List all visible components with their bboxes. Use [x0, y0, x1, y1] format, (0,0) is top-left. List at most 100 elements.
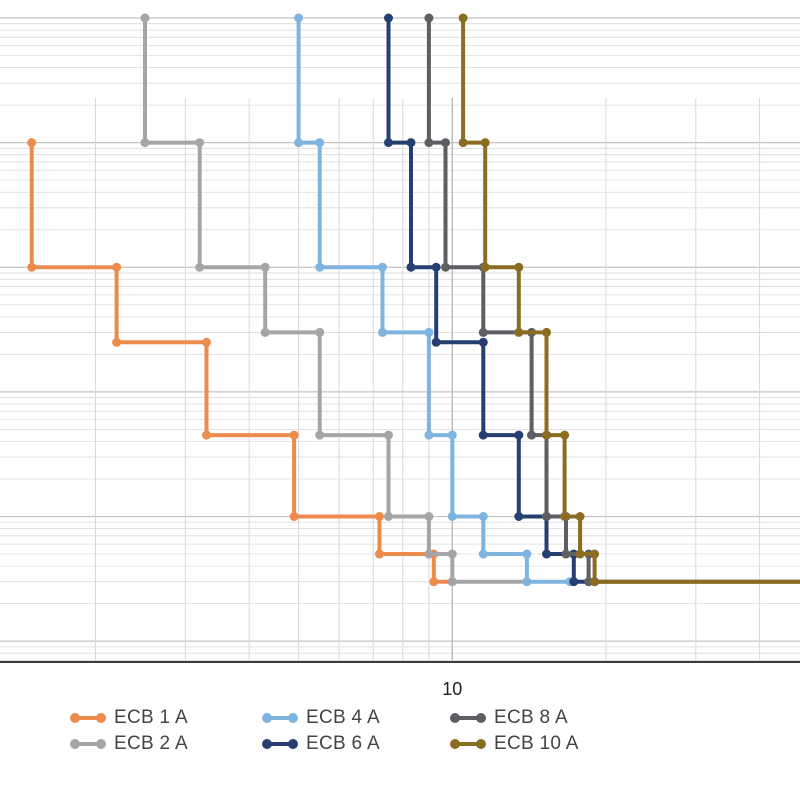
data-point	[514, 262, 524, 272]
data-point	[480, 262, 490, 272]
data-point	[315, 262, 325, 272]
legend-label: ECB 1 A	[114, 707, 188, 728]
data-point	[383, 430, 393, 440]
legend-item-ecb-6a: ECB 6 A	[262, 731, 380, 757]
data-point	[522, 577, 532, 587]
data-point	[542, 512, 552, 522]
data-point	[441, 262, 451, 272]
data-point	[315, 327, 325, 337]
legend-item-ecb-8a: ECB 8 A	[450, 705, 568, 731]
data-point	[424, 327, 434, 337]
series-line	[461, 16, 800, 584]
data-point	[441, 138, 451, 148]
data-point	[315, 138, 325, 148]
data-point	[202, 430, 212, 440]
series-ecb-10-a	[458, 13, 800, 587]
legend-item-ecb-2a: ECB 2 A	[70, 731, 188, 757]
legend-label: ECB 2 A	[114, 733, 188, 754]
data-point	[27, 138, 37, 148]
series-ecb-6-a	[383, 13, 600, 587]
data-point	[478, 337, 488, 347]
data-point	[478, 327, 488, 337]
series-line	[426, 16, 800, 584]
data-point	[560, 512, 570, 522]
data-point	[112, 262, 122, 272]
series-ecb-4-a	[294, 13, 575, 587]
chart-series	[27, 13, 800, 587]
data-point	[260, 262, 270, 272]
data-point	[431, 337, 441, 347]
x-tick-label: 10	[442, 679, 462, 699]
legend-swatch	[70, 705, 106, 731]
data-point	[522, 549, 532, 559]
data-point	[569, 577, 579, 587]
data-point	[27, 262, 37, 272]
legend-label: ECB 6 A	[306, 733, 380, 754]
data-point	[424, 13, 434, 23]
data-point	[289, 512, 299, 522]
data-point	[195, 138, 205, 148]
data-point	[260, 327, 270, 337]
data-point	[590, 549, 600, 559]
data-point	[447, 430, 457, 440]
data-point	[294, 138, 304, 148]
legend-swatch	[450, 731, 486, 757]
data-point	[383, 13, 393, 23]
data-point	[478, 549, 488, 559]
data-point	[590, 577, 600, 587]
data-point	[458, 138, 468, 148]
chart-legend: ECB 1 A ECB 2 A ECB 4 A ECB 6 A ECB 8 A …	[0, 700, 800, 800]
series-ecb-2-a	[140, 13, 532, 587]
data-point	[575, 512, 585, 522]
data-point	[447, 549, 457, 559]
data-point	[315, 430, 325, 440]
data-point	[429, 577, 439, 587]
data-point	[140, 13, 150, 23]
data-point	[480, 138, 490, 148]
data-point	[527, 430, 537, 440]
data-point	[561, 549, 571, 559]
series-ecb-8-a	[424, 13, 800, 587]
legend-swatch	[450, 705, 486, 731]
data-point	[542, 430, 552, 440]
legend-swatch	[262, 731, 298, 757]
data-point	[431, 262, 441, 272]
data-point	[514, 430, 524, 440]
data-point	[289, 430, 299, 440]
series-ecb-1-a	[27, 138, 457, 587]
data-point	[195, 262, 205, 272]
data-point	[542, 549, 552, 559]
legend-item-ecb-4a: ECB 4 A	[262, 705, 380, 731]
data-point	[378, 327, 388, 337]
data-point	[514, 327, 524, 337]
data-point	[202, 337, 212, 347]
data-point	[514, 512, 524, 522]
data-point	[378, 262, 388, 272]
legend-item-ecb-10a: ECB 10 A	[450, 731, 579, 757]
data-point	[575, 549, 585, 559]
data-point	[383, 138, 393, 148]
data-point	[424, 549, 434, 559]
data-point	[112, 337, 122, 347]
data-point	[458, 13, 468, 23]
data-point	[424, 430, 434, 440]
data-point	[542, 327, 552, 337]
data-point	[374, 512, 384, 522]
data-point	[140, 138, 150, 148]
data-point	[406, 262, 416, 272]
legend-label: ECB 4 A	[306, 707, 380, 728]
data-point	[447, 577, 457, 587]
legend-swatch	[70, 731, 106, 757]
data-point	[447, 512, 457, 522]
data-point	[478, 512, 488, 522]
data-point	[383, 512, 393, 522]
legend-label: ECB 10 A	[494, 733, 579, 754]
legend-swatch	[262, 705, 298, 731]
series-line	[143, 16, 529, 584]
x-axis-ticks: 10	[442, 679, 462, 699]
data-point	[294, 13, 304, 23]
data-point	[424, 512, 434, 522]
data-point	[374, 549, 384, 559]
data-point	[424, 138, 434, 148]
data-point	[406, 138, 416, 148]
